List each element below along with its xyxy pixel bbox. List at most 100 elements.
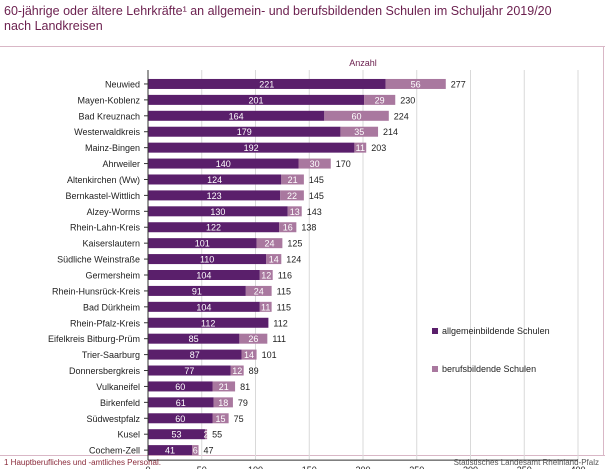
bar-total-label: 145 (309, 191, 324, 201)
bar-allgemeinbildende (148, 365, 231, 376)
title-divider (0, 46, 605, 47)
bar-allgemeinbildende (148, 333, 240, 344)
bar-allgemeinbildende (148, 349, 242, 360)
bar-allgemeinbildende (148, 270, 260, 280)
bar-total-label: 79 (238, 398, 248, 408)
x-tick-label: 350 (517, 465, 532, 469)
category-label: Eifelkreis Bitburg-Prüm (48, 334, 140, 344)
bar-berufsbildende (287, 206, 302, 217)
chart-title: 60-jährige oder ältere Lehrkräfte¹ an al… (4, 4, 600, 34)
category-label: Birkenfeld (100, 398, 140, 408)
bar-allgemeinbildende (148, 413, 213, 424)
bar-allgemeinbildende (148, 142, 355, 153)
bar-berufsbildende (364, 94, 396, 105)
category-label: Bernkastel-Wittlich (65, 191, 140, 201)
bar-berufsbildende (212, 381, 236, 392)
bar-value-berufsbildende: 24 (254, 286, 264, 296)
bar-total-label: 89 (249, 366, 259, 376)
bar-total-label: 224 (394, 111, 409, 121)
bar-value-allgemeinbildende: 101 (195, 239, 210, 249)
bar-value-allgemeinbildende: 60 (175, 382, 185, 392)
bar-total-label: 138 (301, 223, 316, 233)
bar-allgemeinbildende (148, 445, 193, 456)
bar-allgemeinbildende (148, 397, 214, 408)
bar-berufsbildende (259, 301, 272, 312)
bar-value-allgemeinbildende: 77 (184, 366, 194, 376)
bar-total-label: 116 (278, 271, 292, 281)
bar-allgemeinbildende (148, 254, 267, 265)
bar-value-berufsbildende: 13 (290, 207, 300, 217)
bar-allgemeinbildende (148, 238, 257, 249)
bar-value-allgemeinbildende: 122 (206, 223, 221, 233)
bar-berufsbildende (354, 142, 367, 153)
bar-value-allgemeinbildende: 112 (201, 318, 215, 328)
bar-total-label: 111 (272, 334, 286, 344)
frame-right-border (603, 46, 604, 456)
bar-berufsbildende (266, 254, 282, 265)
unit-label: Anzahl (349, 58, 377, 68)
bar-berufsbildende (239, 333, 268, 344)
bar-value-allgemeinbildende: 110 (200, 255, 214, 265)
bar-value-allgemeinbildende: 123 (207, 191, 222, 201)
bar-value-berufsbildende: 35 (354, 127, 364, 137)
bar-value-berufsbildende: 24 (264, 239, 274, 249)
category-label: Bad Dürkheim (83, 302, 140, 312)
bar-allgemeinbildende (148, 158, 299, 169)
bar-allgemeinbildende (148, 94, 365, 105)
bar-berufsbildende (245, 285, 272, 296)
bar-total-label: 214 (383, 127, 398, 137)
bar-total-label: 55 (212, 430, 222, 440)
category-label: Germersheim (85, 271, 140, 281)
bar-allgemeinbildende (148, 190, 281, 201)
bar-value-allgemeinbildende: 140 (216, 159, 231, 169)
category-label: Südwestpfalz (86, 414, 140, 424)
category-label: Rhein-Hunsrück-Kreis (52, 286, 141, 296)
bar-total-label: 124 (286, 255, 301, 265)
bar-berufsbildende (280, 190, 304, 201)
bar-value-allgemeinbildende: 179 (237, 127, 252, 137)
x-tick-label: 300 (463, 465, 478, 469)
x-tick-label: 400 (570, 465, 585, 469)
category-label: Mayen-Koblenz (77, 95, 140, 105)
category-label: Cochem-Zell (89, 446, 140, 456)
bar-value-allgemeinbildende: 91 (192, 286, 202, 296)
bar-total-label: 143 (307, 207, 322, 217)
category-label: Altenkirchen (Ww) (67, 175, 140, 185)
bar-total-label: 115 (277, 286, 291, 296)
chart-title-line2: nach Landkreisen (4, 19, 103, 33)
bar-berufsbildende (340, 126, 379, 137)
bar-total-label: 230 (400, 95, 415, 105)
bar-value-berufsbildende: 2 (204, 430, 209, 440)
category-label: Mainz-Bingen (85, 143, 140, 153)
x-tick-label: 0 (145, 465, 150, 469)
bar-allgemeinbildende (148, 429, 205, 440)
category-label: Vulkaneifel (96, 382, 140, 392)
category-label: Westerwaldkreis (74, 127, 140, 137)
bar-value-allgemeinbildende: 221 (259, 79, 274, 89)
bar-berufsbildende (385, 78, 446, 89)
footnote: 1 Hauptberufliches und -amtliches Person… (4, 458, 161, 467)
category-label: Donnersbergkreis (69, 366, 141, 376)
bar-berufsbildende (212, 413, 229, 424)
category-label: Ahrweiler (102, 159, 140, 169)
bar-value-allgemeinbildende: 61 (176, 398, 186, 408)
x-tick-label: 250 (409, 465, 424, 469)
bar-value-berufsbildende: 30 (310, 159, 320, 169)
bar-value-berufsbildende: 12 (232, 366, 242, 376)
category-label: Neuwied (105, 79, 140, 89)
bar-berufsbildende (192, 445, 199, 456)
category-label: Rhein-Lahn-Kreis (70, 223, 141, 233)
bar-value-allgemeinbildende: 104 (196, 302, 211, 312)
bar-value-berufsbildende: 60 (352, 111, 362, 121)
bar-berufsbildende (230, 365, 244, 376)
category-label: Trier-Saarburg (82, 350, 140, 360)
bar-total-label: 203 (371, 143, 386, 153)
bar-allgemeinbildende (148, 206, 288, 217)
legend-swatch (432, 366, 438, 372)
bar-value-allgemeinbildende: 192 (244, 143, 259, 153)
bar-value-berufsbildende: 16 (283, 223, 293, 233)
x-tick-label: 50 (197, 465, 207, 469)
source-credit: Statistisches Landesamt Rheinland-Pfalz (453, 458, 599, 467)
category-label: Alzey-Worms (87, 207, 141, 217)
bar-value-berufsbildende: 6 (193, 446, 198, 456)
